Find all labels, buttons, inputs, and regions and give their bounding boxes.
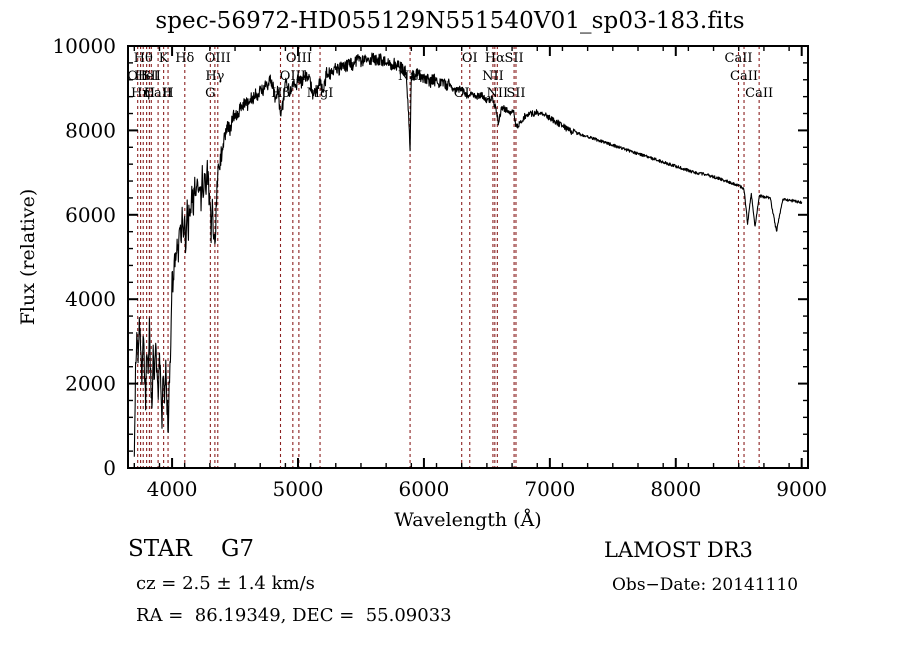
y-tick-label: 0 — [103, 456, 116, 480]
x-tick-label: 8000 — [650, 477, 701, 501]
spectral-line-label: K — [159, 51, 169, 66]
spectral-line-label: G — [205, 86, 215, 101]
x-tick-label: 5000 — [273, 477, 324, 501]
line-marker-group — [137, 46, 760, 468]
spectral-line-label: H — [162, 86, 173, 101]
spectral-line-label: CaII — [745, 86, 773, 101]
observation-date-label: Obs−Date: 20141110 — [612, 575, 799, 595]
x-tick-label: 6000 — [398, 477, 449, 501]
plot-frame — [127, 45, 809, 469]
spectral-line-label: CaII — [144, 86, 172, 101]
object-class-label: STAR G7 — [128, 536, 255, 562]
y-tick-label: 6000 — [65, 203, 116, 227]
spectral-line-label: Hδ — [175, 51, 194, 66]
coordinates-label: RA = 86.19349, DEC = 55.09033 — [136, 605, 452, 626]
spectral-line-label: OIII — [286, 51, 312, 66]
spectral-line-label: Hη — [131, 86, 150, 101]
spectral-line-label: OIII — [205, 51, 231, 66]
survey-label: LAMOST DR3 — [604, 538, 753, 562]
spectrum-trace — [133, 52, 803, 457]
spectral-line-label: OIII — [280, 69, 306, 84]
spectral-line-label: OI — [462, 51, 478, 66]
redshift-velocity-label: cz = 2.5 ± 1.4 km/s — [136, 573, 315, 594]
spectral-line-label: SII — [504, 51, 523, 66]
spectral-line-label: HeI — [135, 69, 159, 84]
x-tick-label: 9000 — [776, 477, 827, 501]
x-tick-label: 4000 — [147, 477, 198, 501]
y-tick-label: 10000 — [52, 34, 116, 58]
y-tick-label: 2000 — [65, 372, 116, 396]
spectral-line-label: H — [144, 86, 155, 101]
spectral-line-label: NaI — [398, 69, 422, 84]
x-tick-label: 7000 — [524, 477, 575, 501]
spectral-line-label: Hγ — [205, 69, 224, 84]
spectral-line-label: Hβ — [271, 86, 290, 101]
spectral-line-label: Hα — [485, 51, 505, 66]
spectrum-chart: 4000 5000 6000 7000 8000 9000 0 2000 4000 6000 800… — [17, 34, 827, 530]
y-axis-ticks: 0 2000 4000 6000 8000 10000 — [52, 34, 808, 480]
spectral-line-label: SII — [506, 86, 525, 101]
spectral-line-label: NII — [482, 69, 504, 84]
spectrum-chart-svg: 4000 5000 6000 7000 8000 9000 0 2000 4000 6000 800… — [17, 34, 827, 530]
y-axis-title: Flux (relative) — [17, 189, 39, 326]
spectral-line-label: OII — [127, 69, 148, 84]
y-tick-label: 8000 — [65, 118, 116, 142]
spectral-line-label: MgI — [307, 86, 334, 101]
spectral-line-label: SII — [142, 69, 161, 84]
metadata-footer: STAR G7 LAMOST DR3 cz = 2.5 ± 1.4 km/s O… — [0, 528, 900, 649]
y-tick-label: 4000 — [65, 287, 116, 311]
page-title: spec-56972-HD055129N551540V01_sp03-183.f… — [155, 8, 745, 34]
x-axis-ticks: 4000 5000 6000 7000 8000 9000 — [133, 46, 827, 501]
spectral-line-label: Hθ — [134, 51, 153, 66]
spectral-line-label: NII — [487, 86, 509, 101]
spectral-line-label: CaII — [725, 51, 753, 66]
x-axis-title: Wavelength (Å) — [394, 509, 541, 530]
spectral-line-label: CaII — [730, 69, 758, 84]
spectral-line-label: OI — [454, 86, 470, 101]
